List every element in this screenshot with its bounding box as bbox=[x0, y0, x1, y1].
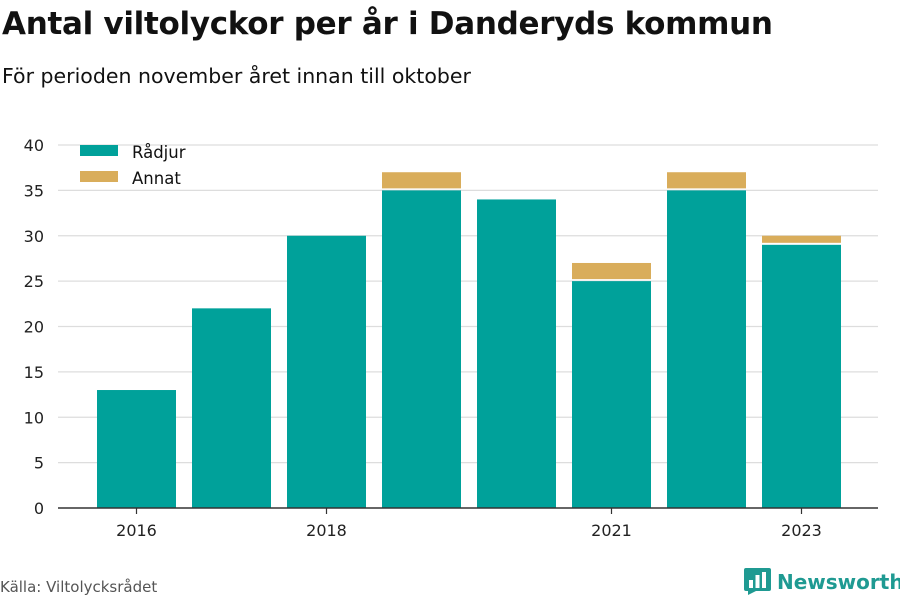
y-tick-label: 0 bbox=[34, 499, 44, 518]
y-tick-label: 20 bbox=[24, 318, 44, 337]
legend-swatch-annat bbox=[80, 171, 118, 182]
bar-annat bbox=[382, 172, 461, 189]
x-tick-label: 2018 bbox=[306, 521, 347, 540]
bar-radjur bbox=[287, 235, 366, 508]
bar-annat bbox=[572, 262, 651, 280]
x-tick-label: 2023 bbox=[781, 521, 822, 540]
chart-title: Antal viltolyckor per år i Danderyds kom… bbox=[2, 6, 773, 42]
brand-name: Newsworthy bbox=[777, 569, 900, 594]
bar-radjur bbox=[97, 390, 176, 508]
y-tick-label: 5 bbox=[34, 454, 44, 473]
legend-label: Rådjur bbox=[132, 143, 186, 162]
y-tick-label: 15 bbox=[24, 363, 44, 382]
bar-annat bbox=[667, 172, 746, 189]
source-note: Källa: Viltolycksrådet bbox=[0, 578, 158, 596]
x-tick-label: 2021 bbox=[591, 521, 632, 540]
y-tick-label: 10 bbox=[24, 408, 44, 427]
chart-subtitle: För perioden november året innan till ok… bbox=[2, 64, 471, 88]
y-tick-label: 35 bbox=[24, 181, 44, 200]
newsworthy-bar-chart-icon bbox=[744, 568, 771, 595]
bar-radjur bbox=[762, 244, 841, 508]
legend-swatch-radjur bbox=[80, 145, 118, 156]
legend-label: Annat bbox=[132, 169, 181, 188]
grid-layer bbox=[58, 144, 878, 464]
y-tick-label: 30 bbox=[24, 227, 44, 246]
bar-radjur bbox=[572, 281, 651, 508]
bars-layer bbox=[97, 172, 841, 508]
y-tick-label: 25 bbox=[24, 272, 44, 291]
bar-radjur bbox=[477, 199, 556, 508]
bar-radjur bbox=[667, 190, 746, 508]
y-tick-label: 40 bbox=[24, 136, 44, 155]
brand-logo: Newsworthy bbox=[744, 568, 900, 595]
bar-radjur bbox=[382, 190, 461, 508]
axis-layer: 0 5 10 15 20 25 30 35 40 2016 2018 2021 2023 bbox=[24, 136, 878, 540]
x-tick-label: 2016 bbox=[116, 521, 157, 540]
legend: Rådjur Annat bbox=[80, 143, 186, 188]
bar-radjur bbox=[192, 308, 271, 508]
bar-annat bbox=[762, 235, 841, 243]
